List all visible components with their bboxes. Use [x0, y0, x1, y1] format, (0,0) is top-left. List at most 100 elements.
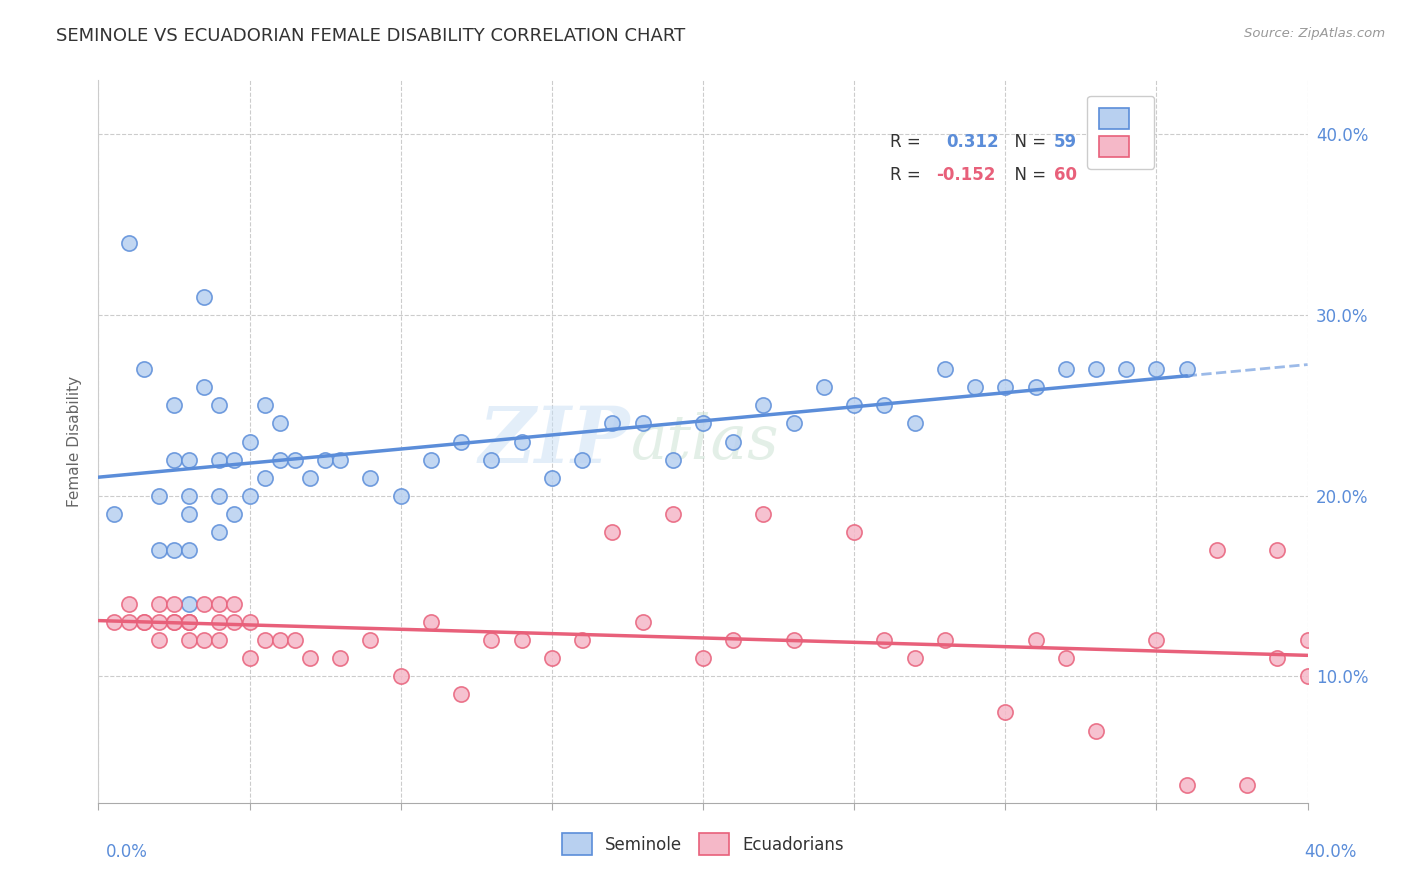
Point: [163, 542, 186, 557]
Point: [208, 452, 231, 467]
Point: [193, 290, 215, 304]
Point: [510, 434, 533, 449]
Point: [299, 651, 322, 665]
Point: [179, 489, 201, 503]
Point: [299, 471, 322, 485]
Point: [1296, 633, 1319, 648]
Point: [540, 471, 562, 485]
Point: [994, 380, 1017, 394]
Point: [481, 452, 503, 467]
Point: [118, 235, 141, 250]
Point: [1236, 778, 1258, 792]
Point: [208, 615, 231, 630]
Y-axis label: Female Disability: Female Disability: [67, 376, 83, 508]
Point: [179, 615, 201, 630]
Point: [1175, 362, 1198, 376]
Point: [360, 471, 382, 485]
Point: [813, 380, 835, 394]
Point: [224, 615, 246, 630]
Point: [571, 633, 593, 648]
Point: [329, 651, 352, 665]
Text: 60: 60: [1053, 166, 1077, 184]
Point: [208, 398, 231, 412]
Text: 59: 59: [1053, 133, 1077, 151]
Point: [783, 417, 806, 431]
Point: [420, 452, 443, 467]
Point: [1054, 362, 1077, 376]
Point: [692, 651, 714, 665]
Point: [1054, 651, 1077, 665]
Point: [208, 524, 231, 539]
Point: [239, 651, 262, 665]
Point: [844, 524, 866, 539]
Point: [904, 417, 927, 431]
Point: [389, 489, 412, 503]
Point: [934, 633, 956, 648]
Point: [631, 615, 654, 630]
Point: [239, 489, 262, 503]
Text: ZIP: ZIP: [479, 403, 630, 480]
Point: [208, 633, 231, 648]
Point: [329, 452, 352, 467]
Point: [1024, 633, 1046, 648]
Text: 40.0%: 40.0%: [1305, 843, 1357, 861]
Point: [103, 615, 125, 630]
Point: [1267, 651, 1289, 665]
Point: [239, 615, 262, 630]
Text: R =: R =: [890, 133, 927, 151]
Point: [450, 687, 472, 701]
Point: [179, 452, 201, 467]
Point: [224, 452, 246, 467]
Point: [571, 452, 593, 467]
Point: [193, 633, 215, 648]
Point: [1024, 380, 1046, 394]
Point: [965, 380, 987, 394]
Point: [118, 597, 141, 611]
Point: [179, 615, 201, 630]
Text: atlas: atlas: [630, 411, 779, 472]
Point: [602, 417, 624, 431]
Point: [1115, 362, 1137, 376]
Point: [148, 633, 170, 648]
Point: [360, 633, 382, 648]
Point: [661, 507, 683, 521]
Point: [481, 633, 503, 648]
Text: R =: R =: [890, 166, 927, 184]
Text: N =: N =: [1004, 166, 1052, 184]
Point: [783, 633, 806, 648]
Point: [179, 597, 201, 611]
Point: [1085, 362, 1108, 376]
Point: [389, 669, 412, 683]
Point: [224, 597, 246, 611]
Point: [540, 651, 562, 665]
Point: [1267, 542, 1289, 557]
Text: -0.152: -0.152: [936, 166, 995, 184]
Point: [1206, 542, 1229, 557]
Point: [1144, 633, 1167, 648]
Point: [163, 615, 186, 630]
Point: [132, 615, 155, 630]
Point: [934, 362, 956, 376]
Point: [148, 542, 170, 557]
Point: [314, 452, 336, 467]
Text: 0.0%: 0.0%: [105, 843, 148, 861]
Point: [179, 542, 201, 557]
Point: [1144, 362, 1167, 376]
Point: [163, 452, 186, 467]
Point: [269, 633, 291, 648]
Point: [904, 651, 927, 665]
Point: [103, 507, 125, 521]
Point: [284, 452, 307, 467]
Point: [253, 398, 276, 412]
Point: [723, 434, 745, 449]
Point: [269, 452, 291, 467]
Point: [752, 398, 775, 412]
Point: [420, 615, 443, 630]
Point: [844, 398, 866, 412]
Point: [752, 507, 775, 521]
Point: [723, 633, 745, 648]
Point: [239, 434, 262, 449]
Point: [450, 434, 472, 449]
Point: [873, 633, 896, 648]
Text: 0.312: 0.312: [946, 133, 998, 151]
